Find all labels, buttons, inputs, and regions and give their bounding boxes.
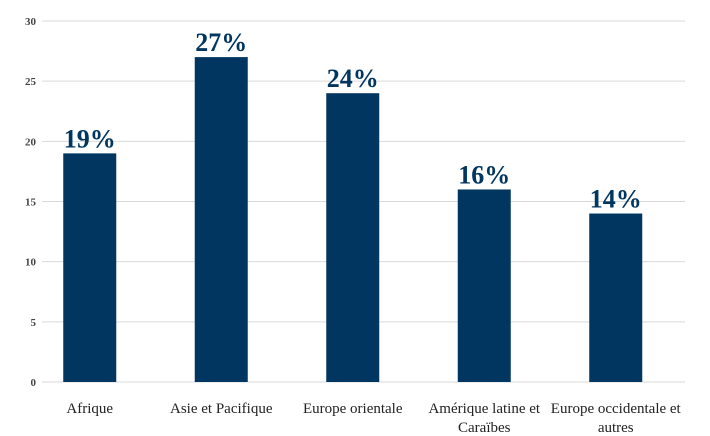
x-tick-label: Amérique latine et Caraïbes (428, 401, 541, 436)
x-tick-label: Europe occidentale et autres (550, 401, 681, 436)
y-tick-label: 30 (25, 16, 37, 28)
x-tick-label: Afrique (66, 401, 114, 417)
data-label: 24% (327, 64, 379, 93)
y-tick-label: 0 (31, 377, 37, 389)
bar (457, 189, 511, 382)
data-label: 16% (458, 160, 510, 189)
x-tick-label: Asie et Pacifique (170, 401, 273, 417)
x-tick-label: Europe orientale (302, 401, 403, 417)
data-label: 14% (590, 185, 642, 214)
bar (63, 153, 117, 382)
y-tick-label: 10 (25, 257, 37, 269)
data-label: 19% (64, 124, 116, 153)
data-label: 27% (195, 28, 247, 57)
bar (589, 213, 643, 382)
bar (326, 93, 380, 382)
y-tick-label: 5 (31, 317, 37, 329)
y-tick-label: 25 (25, 76, 37, 88)
y-tick-label: 15 (25, 197, 37, 209)
bar (194, 57, 248, 382)
y-tick-label: 20 (25, 136, 37, 148)
